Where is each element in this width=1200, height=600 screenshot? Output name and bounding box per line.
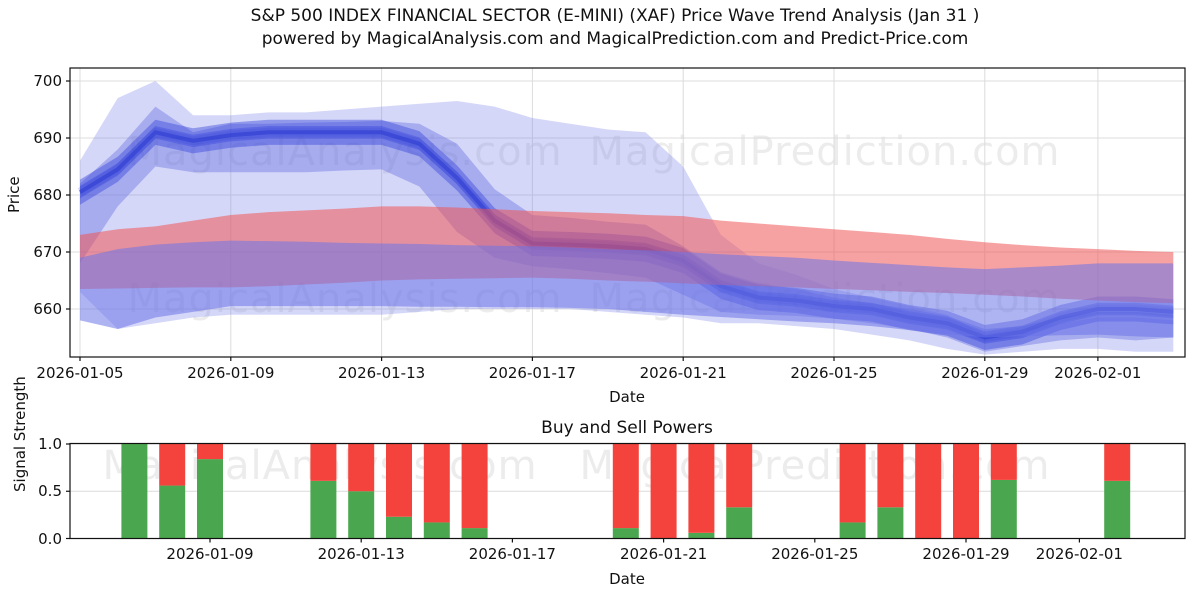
price-x-axis-label: Date xyxy=(609,388,645,406)
price-x-tick-label: 2026-01-21 xyxy=(639,364,727,382)
buy-bar-segment xyxy=(423,522,450,539)
buy-bar-segment xyxy=(386,516,412,539)
sell-bar-segment xyxy=(423,444,450,523)
price-y-tick-label: 680 xyxy=(33,186,62,204)
price-y-tick-label: 660 xyxy=(33,300,62,318)
buy-bar-segment xyxy=(197,459,223,539)
power-x-axis-label: Date xyxy=(609,570,645,588)
power-y-tick-label: 0.0 xyxy=(38,529,62,548)
buy-bar-segment xyxy=(839,522,866,539)
power-x-tick-label: 2026-01-09 xyxy=(166,545,254,563)
sell-bar-segment xyxy=(1104,444,1131,481)
sell-bar-segment xyxy=(159,444,186,486)
buy-bar-segment xyxy=(726,507,753,539)
sell-bar-segment xyxy=(386,444,412,517)
sell-bar-segment xyxy=(839,444,866,523)
watermark-analysis-top: MagicalAnalysis.com xyxy=(127,129,563,175)
buy-bar-segment xyxy=(1104,480,1131,539)
sell-bar-segment xyxy=(650,444,677,539)
price-x-tick-label: 2026-01-25 xyxy=(790,364,878,382)
price-x-tick-label: 2026-01-13 xyxy=(338,364,426,382)
chart-title: S&P 500 INDEX FINANCIAL SECTOR (E-MINI) … xyxy=(250,6,980,26)
buy-bar-segment xyxy=(612,528,639,539)
sell-bar-segment xyxy=(990,444,1017,480)
buy-bar-segment xyxy=(348,491,375,539)
sell-bar-segment xyxy=(726,444,753,508)
price-y-tick-label: 670 xyxy=(33,243,62,261)
buy-bar-segment xyxy=(310,480,337,539)
power-x-tick-label: 2026-01-29 xyxy=(922,545,1010,563)
price-y-tick-label: 690 xyxy=(33,129,62,147)
sell-bar-segment xyxy=(197,444,223,460)
buy-bar-segment xyxy=(688,532,715,539)
price-x-tick-label: 2026-01-29 xyxy=(941,364,1029,382)
power-y-tick-label: 0.5 xyxy=(38,482,62,501)
sell-bar-segment xyxy=(953,444,979,539)
sell-bar-segment xyxy=(877,444,904,508)
price-chart-frame xyxy=(69,67,1186,358)
sell-bar-segment xyxy=(915,444,942,539)
power-x-tick-label: 2026-01-17 xyxy=(468,545,556,563)
price-x-tick-label: 2026-01-09 xyxy=(187,364,275,382)
price-x-tick-label: 2026-01-05 xyxy=(36,364,124,382)
buy-bar-segment xyxy=(121,444,148,539)
violet-forecast-band xyxy=(80,240,1174,338)
power-x-tick-label: 2026-01-25 xyxy=(771,545,859,563)
price-x-tick-label: 2026-01-17 xyxy=(488,364,576,382)
price-x-tick-label: 2026-02-01 xyxy=(1054,364,1142,382)
buy-bar-segment xyxy=(159,485,186,539)
power-x-tick-label: 2026-01-21 xyxy=(620,545,708,563)
power-chart-title: Buy and Sell Powers xyxy=(541,418,713,438)
sell-bar-segment xyxy=(348,444,375,492)
watermark-prediction-top: MagicalPrediction.com xyxy=(589,129,1061,175)
buy-bar-segment xyxy=(461,528,488,539)
power-x-tick-label: 2026-02-01 xyxy=(1035,545,1123,563)
buy-bar-segment xyxy=(990,479,1017,539)
sell-bar-segment xyxy=(688,444,715,533)
sell-bar-segment xyxy=(461,444,488,529)
chart-subtitle: powered by MagicalAnalysis.com and Magic… xyxy=(261,29,969,49)
sell-bar-segment xyxy=(310,444,337,481)
sell-bar-segment xyxy=(612,444,639,529)
price-y-tick-label: 700 xyxy=(33,72,62,90)
power-x-tick-label: 2026-01-13 xyxy=(317,545,405,563)
buy-bar-segment xyxy=(877,507,904,539)
power-y-tick-label: 1.0 xyxy=(38,435,62,453)
